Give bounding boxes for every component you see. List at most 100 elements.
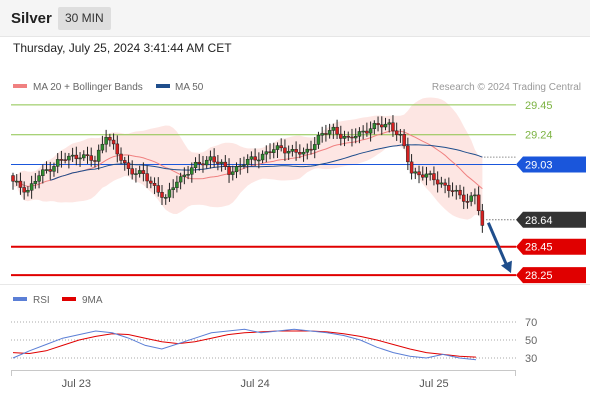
candle-body	[204, 159, 209, 166]
candle-body	[115, 143, 120, 155]
x-axis-label: Jul 24	[240, 378, 269, 390]
level-tag-bg	[516, 238, 586, 255]
candle-body	[219, 161, 224, 164]
candle-body	[238, 165, 242, 168]
candle-body	[26, 190, 30, 193]
instrument-title: Silver	[11, 10, 52, 27]
candle-body	[443, 182, 447, 186]
candle-body	[93, 160, 97, 162]
candle-body	[190, 167, 194, 175]
candle-body	[406, 145, 410, 163]
candle-body	[208, 156, 213, 161]
candle-body	[242, 164, 246, 167]
candle-body	[33, 181, 38, 184]
candle-body	[149, 180, 153, 184]
legend-ma50-label: MA 50	[175, 82, 204, 93]
candle-body	[119, 153, 123, 161]
candle-body	[163, 197, 168, 199]
forecast-arrow-shaft	[486, 222, 509, 267]
level-tag-label: 29.24	[525, 130, 553, 142]
x-axis-label: Jul 25	[419, 378, 448, 390]
candle-body	[223, 161, 228, 167]
candle-body	[283, 147, 287, 154]
candle-body	[52, 166, 56, 172]
candle-body	[357, 131, 362, 137]
legend-ma20-swatch	[13, 84, 27, 88]
forecast-arrow-head	[501, 260, 512, 274]
candle-body	[428, 173, 432, 175]
candle-body	[350, 136, 354, 139]
candle-body	[41, 169, 45, 176]
candle-body	[234, 166, 239, 173]
candle-body	[447, 185, 451, 191]
candle-body	[197, 161, 201, 164]
candle-body	[100, 143, 105, 151]
candle-body	[182, 174, 187, 177]
candle-body	[376, 123, 380, 126]
candle-body	[175, 181, 179, 188]
candle-body	[331, 126, 336, 131]
candle-body	[286, 151, 291, 154]
candle-body	[301, 151, 306, 155]
candle-body	[353, 136, 358, 139]
candle-body	[480, 210, 485, 226]
candle-body	[227, 166, 231, 175]
candle-body	[18, 180, 23, 188]
candle-body	[178, 176, 183, 183]
level-tags: 29.45 29.24 29.03 28.64 28.45 28.25	[516, 100, 586, 284]
level-tag-bg	[516, 211, 586, 228]
candle-body	[257, 159, 261, 162]
candle-body	[160, 192, 164, 198]
candle-body	[137, 170, 142, 174]
candle-body	[141, 170, 146, 174]
candle-body	[413, 171, 418, 174]
candle-body	[398, 133, 403, 136]
level-tag-bg	[516, 267, 586, 284]
rsi-level-label: 70	[525, 317, 537, 329]
candle-body	[78, 157, 82, 160]
level-tag-label: 29.03	[525, 159, 553, 171]
candle-body	[327, 130, 332, 135]
rsi-level-label: 50	[525, 335, 537, 347]
legend-ma50-swatch	[156, 84, 170, 88]
legend-ma20-label: MA 20 + Bollinger Bands	[33, 82, 143, 93]
candle-body	[268, 151, 272, 153]
candle-body	[186, 174, 190, 176]
timeframe-button[interactable]: 30 MIN	[58, 7, 111, 30]
candle-body	[249, 156, 254, 160]
candle-body	[421, 174, 425, 178]
ma50-line	[50, 144, 483, 181]
candle-body	[294, 149, 298, 153]
candle-body	[14, 180, 19, 183]
candle-body	[156, 185, 161, 193]
candle-body	[372, 123, 377, 129]
candle-body	[387, 122, 391, 125]
candle-body	[383, 123, 388, 128]
candle-body	[55, 159, 60, 167]
candle-body	[409, 161, 414, 174]
candle-body	[59, 159, 64, 161]
candle-body	[312, 144, 317, 150]
candle-body	[465, 201, 470, 203]
x-axis-left-end	[11, 370, 12, 376]
candle-body	[272, 149, 276, 153]
candle-body	[134, 173, 138, 175]
candle-body	[339, 133, 343, 139]
level-tag-label: 28.64	[525, 215, 553, 227]
chart-header: Silver 30 MIN	[0, 0, 590, 37]
candle-body	[454, 189, 459, 192]
candle-body	[260, 153, 265, 161]
candle-body	[450, 190, 455, 192]
panel-separator	[0, 284, 590, 285]
candle-body	[439, 182, 444, 185]
candle-body	[424, 173, 429, 178]
candle-body	[279, 145, 283, 149]
candle-body	[231, 171, 235, 175]
candle-body	[368, 128, 373, 134]
candle-body	[335, 126, 339, 135]
level-tag-label: 29.45	[525, 100, 553, 112]
candle-body	[365, 130, 369, 134]
candle-body	[48, 169, 52, 172]
candle-body	[22, 187, 26, 193]
